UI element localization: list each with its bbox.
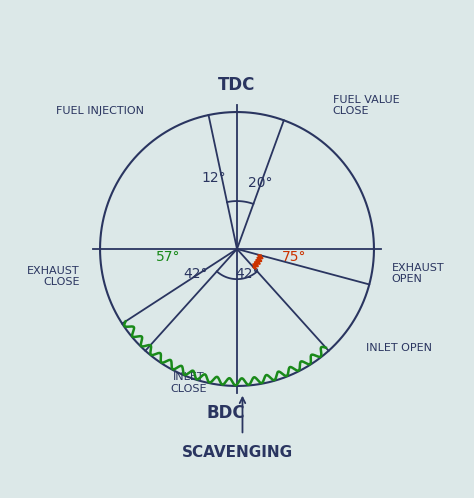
Text: 57°: 57° <box>156 250 181 264</box>
Text: 42°: 42° <box>236 266 260 281</box>
Text: INLET
CLOSE: INLET CLOSE <box>171 373 207 394</box>
Text: 42°: 42° <box>183 266 208 281</box>
Text: 20°: 20° <box>248 176 273 190</box>
Text: 75°: 75° <box>283 250 307 264</box>
Text: SCAVENGING: SCAVENGING <box>182 445 292 460</box>
Text: 12°: 12° <box>201 171 226 185</box>
Text: FUEL VALUE
CLOSE: FUEL VALUE CLOSE <box>333 95 400 116</box>
Text: EXHAUST
OPEN: EXHAUST OPEN <box>392 263 445 284</box>
Text: TDC: TDC <box>219 76 255 94</box>
Text: INLET OPEN: INLET OPEN <box>366 343 432 353</box>
Text: BDC: BDC <box>207 404 246 422</box>
Text: FUEL INJECTION: FUEL INJECTION <box>56 106 144 116</box>
Text: EXHAUST
CLOSE: EXHAUST CLOSE <box>27 265 80 287</box>
